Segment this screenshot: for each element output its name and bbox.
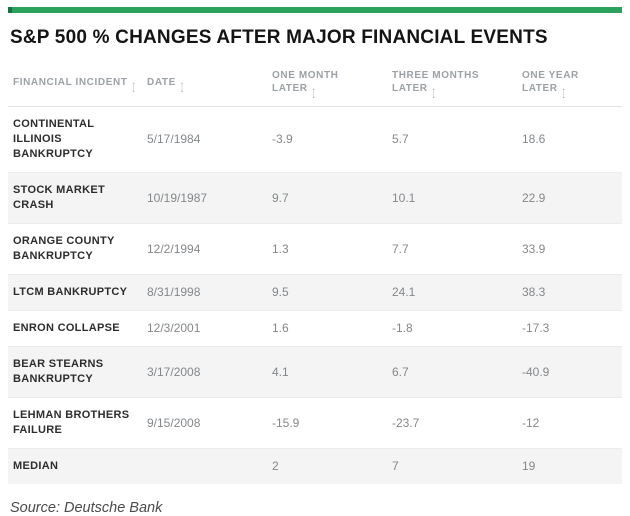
sort-icon[interactable]: ↑ ↓ — [561, 86, 566, 100]
cell-incident: STOCK MARKET CRASH — [8, 172, 142, 224]
column-header-three-months-later[interactable]: THREE MONTHS LATER ↑ ↓ — [387, 61, 517, 107]
cell-three-months: 7 — [387, 448, 517, 484]
cell-one-year: 18.6 — [517, 106, 622, 173]
column-header-label: FINANCIAL INCIDENT — [13, 76, 128, 88]
cell-one-year: -17.3 — [517, 310, 622, 347]
table-row: LEHMAN BROTHERS FAILURE 9/15/2008 -15.9 … — [8, 397, 622, 449]
source-attribution: Source: Deutsche Bank — [10, 500, 163, 516]
cell-incident: BEAR STEARNS BANKRUPTCY — [8, 346, 142, 398]
table-row: ENRON COLLAPSE 12/3/2001 1.6 -1.8 -17.3 — [8, 310, 622, 347]
table-row: BEAR STEARNS BANKRUPTCY 3/17/2008 4.1 6.… — [8, 346, 622, 398]
sort-down-arrow-icon: ↓ — [561, 91, 566, 100]
cell-incident: ORANGE COUNTY BANKRUPTCY — [8, 223, 142, 275]
cell-three-months: 7.7 — [387, 223, 517, 275]
table-header-row: FINANCIAL INCIDENT ↑ ↓ DATE ↑ ↓ ONE MONTH LA… — [8, 61, 622, 107]
cell-one-month: 1.6 — [267, 310, 387, 347]
accent-bar-cap — [8, 7, 12, 13]
column-header-label: ONE MONTH LATER — [272, 70, 339, 94]
sort-icon[interactable]: ↑ ↓ — [431, 86, 436, 100]
column-header-one-year-later[interactable]: ONE YEAR LATER ↑ ↓ — [517, 61, 622, 107]
column-header-financial-incident[interactable]: FINANCIAL INCIDENT ↑ ↓ — [8, 61, 142, 107]
accent-bar — [8, 7, 622, 13]
cell-incident: LEHMAN BROTHERS FAILURE — [8, 397, 142, 449]
sort-up-arrow-icon: ↑ — [311, 86, 316, 95]
sort-down-arrow-icon: ↓ — [179, 84, 184, 94]
column-header-label: THREE MONTHS LATER — [392, 70, 480, 94]
cell-one-year: -12 — [517, 397, 622, 449]
cell-one-year: -40.9 — [517, 346, 622, 398]
sort-up-arrow-icon: ↑ — [561, 86, 566, 95]
table-row: LTCM BANKRUPTCY 8/31/1998 9.5 24.1 38.3 — [8, 274, 622, 311]
sort-down-arrow-icon: ↓ — [131, 84, 136, 94]
cell-one-year: 33.9 — [517, 223, 622, 275]
sort-icon[interactable]: ↑ ↓ — [179, 79, 184, 94]
column-header-label: DATE — [147, 76, 176, 88]
cell-incident: ENRON COLLAPSE — [8, 310, 142, 347]
sort-down-arrow-icon: ↓ — [431, 91, 436, 100]
cell-three-months: 6.7 — [387, 346, 517, 398]
page-title: S&P 500 % CHANGES AFTER MAJOR FINANCIAL … — [10, 27, 548, 48]
cell-date: 8/31/1998 — [142, 274, 267, 311]
sort-icon[interactable]: ↑ ↓ — [131, 79, 136, 94]
table-row: MEDIAN 2 7 19 — [8, 448, 622, 484]
sort-up-arrow-icon: ↑ — [131, 79, 136, 89]
column-header-date[interactable]: DATE ↑ ↓ — [142, 61, 267, 107]
cell-one-month: -15.9 — [267, 397, 387, 449]
cell-date — [142, 448, 267, 484]
cell-three-months: 5.7 — [387, 106, 517, 173]
sort-up-arrow-icon: ↑ — [431, 86, 436, 95]
cell-date: 12/2/1994 — [142, 223, 267, 275]
cell-one-year: 38.3 — [517, 274, 622, 311]
financial-events-table: FINANCIAL INCIDENT ↑ ↓ DATE ↑ ↓ ONE MONTH LA… — [8, 61, 622, 484]
cell-one-year: 22.9 — [517, 172, 622, 224]
cell-date: 9/15/2008 — [142, 397, 267, 449]
table-row: STOCK MARKET CRASH 10/19/1987 9.7 10.1 2… — [8, 172, 622, 224]
cell-one-month: -3.9 — [267, 106, 387, 173]
column-header-one-month-later[interactable]: ONE MONTH LATER ↑ ↓ — [267, 61, 387, 107]
cell-one-month: 9.5 — [267, 274, 387, 311]
sort-up-arrow-icon: ↑ — [179, 79, 184, 89]
column-header-label: ONE YEAR LATER — [522, 70, 579, 94]
sort-icon[interactable]: ↑ ↓ — [311, 86, 316, 100]
cell-three-months: -1.8 — [387, 310, 517, 347]
cell-date: 12/3/2001 — [142, 310, 267, 347]
cell-incident: MEDIAN — [8, 448, 142, 484]
cell-three-months: 24.1 — [387, 274, 517, 311]
cell-three-months: 10.1 — [387, 172, 517, 224]
cell-one-month: 2 — [267, 448, 387, 484]
cell-one-month: 1.3 — [267, 223, 387, 275]
table-row: ORANGE COUNTY BANKRUPTCY 12/2/1994 1.3 7… — [8, 223, 622, 275]
cell-incident: CONTINENTAL ILLINOIS BANKRUPTCY — [8, 106, 142, 173]
cell-one-month: 4.1 — [267, 346, 387, 398]
cell-date: 5/17/1984 — [142, 106, 267, 173]
sort-down-arrow-icon: ↓ — [311, 91, 316, 100]
cell-one-year: 19 — [517, 448, 622, 484]
cell-three-months: -23.7 — [387, 397, 517, 449]
cell-date: 10/19/1987 — [142, 172, 267, 224]
cell-date: 3/17/2008 — [142, 346, 267, 398]
cell-incident: LTCM BANKRUPTCY — [8, 274, 142, 311]
cell-one-month: 9.7 — [267, 172, 387, 224]
accent-bar-fill — [12, 7, 622, 13]
table-row: CONTINENTAL ILLINOIS BANKRUPTCY 5/17/198… — [8, 106, 622, 173]
